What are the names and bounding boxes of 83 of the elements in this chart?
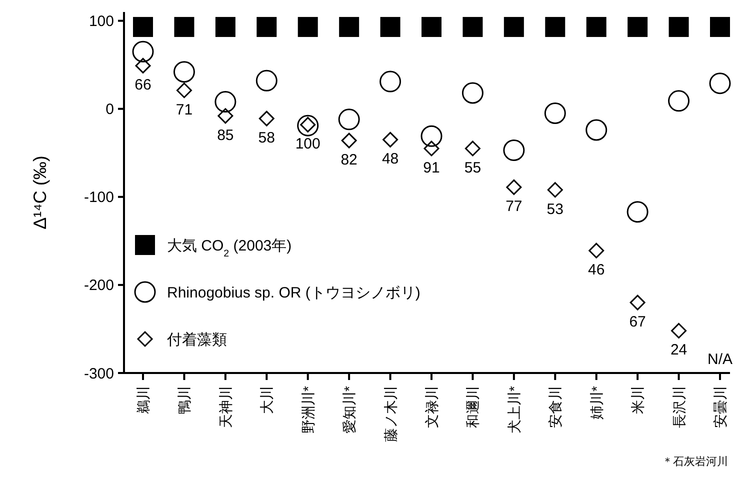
point [586, 119, 608, 141]
annotation: 67 [629, 314, 646, 331]
annotation: 55 [464, 159, 482, 176]
point [545, 16, 566, 37]
y-tick-label: 0 [106, 101, 114, 118]
x-tick-label: 天神川 [217, 386, 234, 428]
annotation: 48 [382, 150, 399, 168]
point [133, 16, 153, 37]
point [462, 82, 484, 104]
point [380, 16, 400, 37]
annotation: N/A [707, 351, 733, 368]
x-tick-label: 長沢川 [670, 386, 687, 428]
point [586, 16, 606, 37]
point [420, 125, 442, 147]
annotation: 24 [670, 342, 688, 359]
point [132, 40, 154, 62]
y-tick-label: 100 [88, 13, 114, 30]
point [135, 58, 151, 74]
point [424, 140, 440, 156]
y-tick-label: -100 [84, 189, 114, 206]
point [504, 16, 524, 37]
point [174, 16, 194, 37]
point [588, 242, 604, 258]
annotation: 58 [258, 130, 275, 147]
x-tick-label: 安食川 [547, 386, 564, 428]
x-tick-label: 鴨川 [176, 386, 192, 414]
point [709, 72, 731, 94]
legend-label: 付着藻類 [166, 331, 227, 348]
point [668, 90, 690, 112]
legend-label: Rhinogobius sp. OR (トウヨシノボリ) [167, 284, 420, 302]
y-tick-label: -300 [84, 365, 114, 382]
annotation: 77 [506, 198, 522, 216]
annotation: 66 [134, 76, 152, 94]
point [256, 16, 277, 37]
annotation: 46 [588, 262, 605, 279]
point [506, 179, 522, 195]
annotation: 82 [340, 152, 358, 169]
point [256, 70, 278, 92]
point [422, 16, 442, 37]
y-tick-label: -200 [84, 277, 114, 294]
point [218, 108, 234, 124]
point [544, 102, 566, 124]
annotation: 85 [217, 126, 234, 144]
point [258, 110, 274, 126]
point [298, 16, 318, 37]
x-tick-label: 安曇川 [712, 386, 728, 428]
annotation: 53 [546, 200, 564, 218]
point [382, 132, 398, 148]
point [215, 16, 236, 37]
x-tick-label: 文禄川 [424, 386, 440, 428]
annotation: 91 [423, 159, 440, 176]
point [464, 140, 480, 156]
x-tick-label: 愛知川* [341, 385, 358, 434]
point [176, 82, 192, 98]
point [503, 139, 525, 161]
legend-label: 大気 CO$_{2}$ (2003年) [167, 237, 292, 259]
point [671, 322, 687, 338]
x-tick-label: 姉川* [588, 385, 604, 420]
point [547, 182, 563, 198]
point [628, 16, 648, 37]
point [173, 61, 195, 83]
point [341, 132, 357, 148]
point [297, 114, 319, 136]
point [214, 91, 236, 113]
point [338, 108, 360, 130]
text: ＊石灰岩河川 [662, 455, 728, 468]
x-tick-label: 米川 [630, 386, 646, 414]
point [630, 294, 646, 310]
point [710, 16, 730, 37]
point [626, 201, 648, 223]
x-tick-label: 鵜川 [135, 386, 151, 414]
x-tick-label: 犬上川* [506, 385, 522, 434]
x-tick-label: 大川 [258, 386, 275, 414]
x-tick-label: 野洲川* [300, 385, 316, 434]
annotation: 100 [295, 136, 320, 153]
x-tick-label: 藤ノ木川 [382, 386, 398, 442]
point [668, 16, 689, 37]
y-axis-title: Δ¹⁴C (‰) [30, 156, 50, 230]
annotation: 71 [176, 101, 193, 118]
point [462, 16, 483, 37]
x-tick-label: 和邇川 [464, 386, 481, 428]
point [380, 70, 402, 92]
point [339, 16, 360, 37]
